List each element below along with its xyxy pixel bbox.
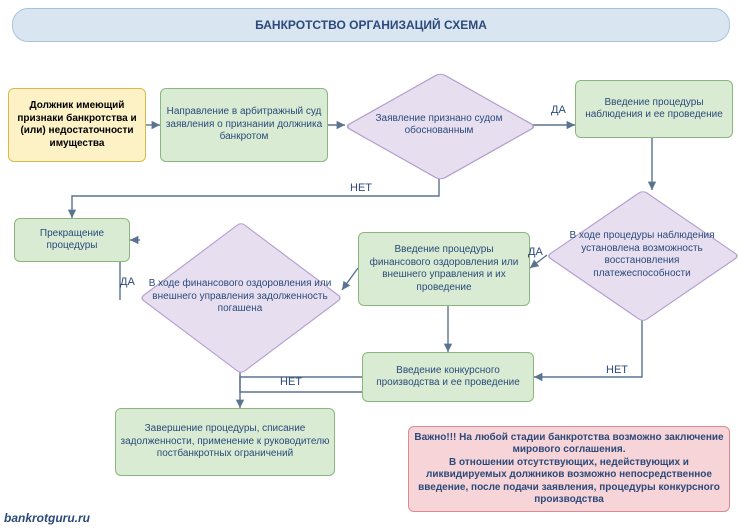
edge-label-11: НЕТ: [606, 364, 628, 376]
node-n8: Прекращение процедуры: [14, 218, 130, 262]
node-n6: Введение процедуры финансового оздоровле…: [358, 232, 530, 306]
edge-6: [342, 268, 358, 290]
title-bar: БАНКРОТСТВО ОРГАНИЗАЦИЙ СХЕМА: [12, 8, 730, 42]
footer-credit: bankrotguru.ru: [4, 511, 90, 525]
edge-label-9: НЕТ: [280, 376, 302, 388]
edge-label-2: ДА: [551, 104, 566, 116]
edge-label-3: НЕТ: [350, 182, 372, 194]
node-n10: Завершение процедуры, списание задолженн…: [115, 408, 335, 476]
edge-label-8: ДА: [120, 276, 135, 288]
edge-3: [72, 178, 439, 218]
node-n9: Введение конкурсного производства и ее п…: [362, 352, 534, 402]
node-n1: Должник имеющий признаки банкротства и (…: [8, 88, 146, 162]
edge-label-5: ДА: [528, 246, 543, 258]
node-n4: Введение процедуры наблюдения и ее прове…: [575, 80, 733, 138]
title-text: БАНКРОТСТВО ОРГАНИЗАЦИЙ СХЕМА: [255, 18, 487, 32]
node-n3: Заявление признано судом обоснованным: [345, 72, 533, 178]
node-n2: Направление в арбитражный суд заявления …: [160, 88, 328, 162]
node-n7: В ходе финансового оздоровления или внеш…: [140, 222, 340, 372]
node-n11: Важно!!! На любой стадии банкротства воз…: [408, 426, 730, 512]
node-n5: В ходе процедуры наблюдения установлена …: [547, 190, 737, 320]
